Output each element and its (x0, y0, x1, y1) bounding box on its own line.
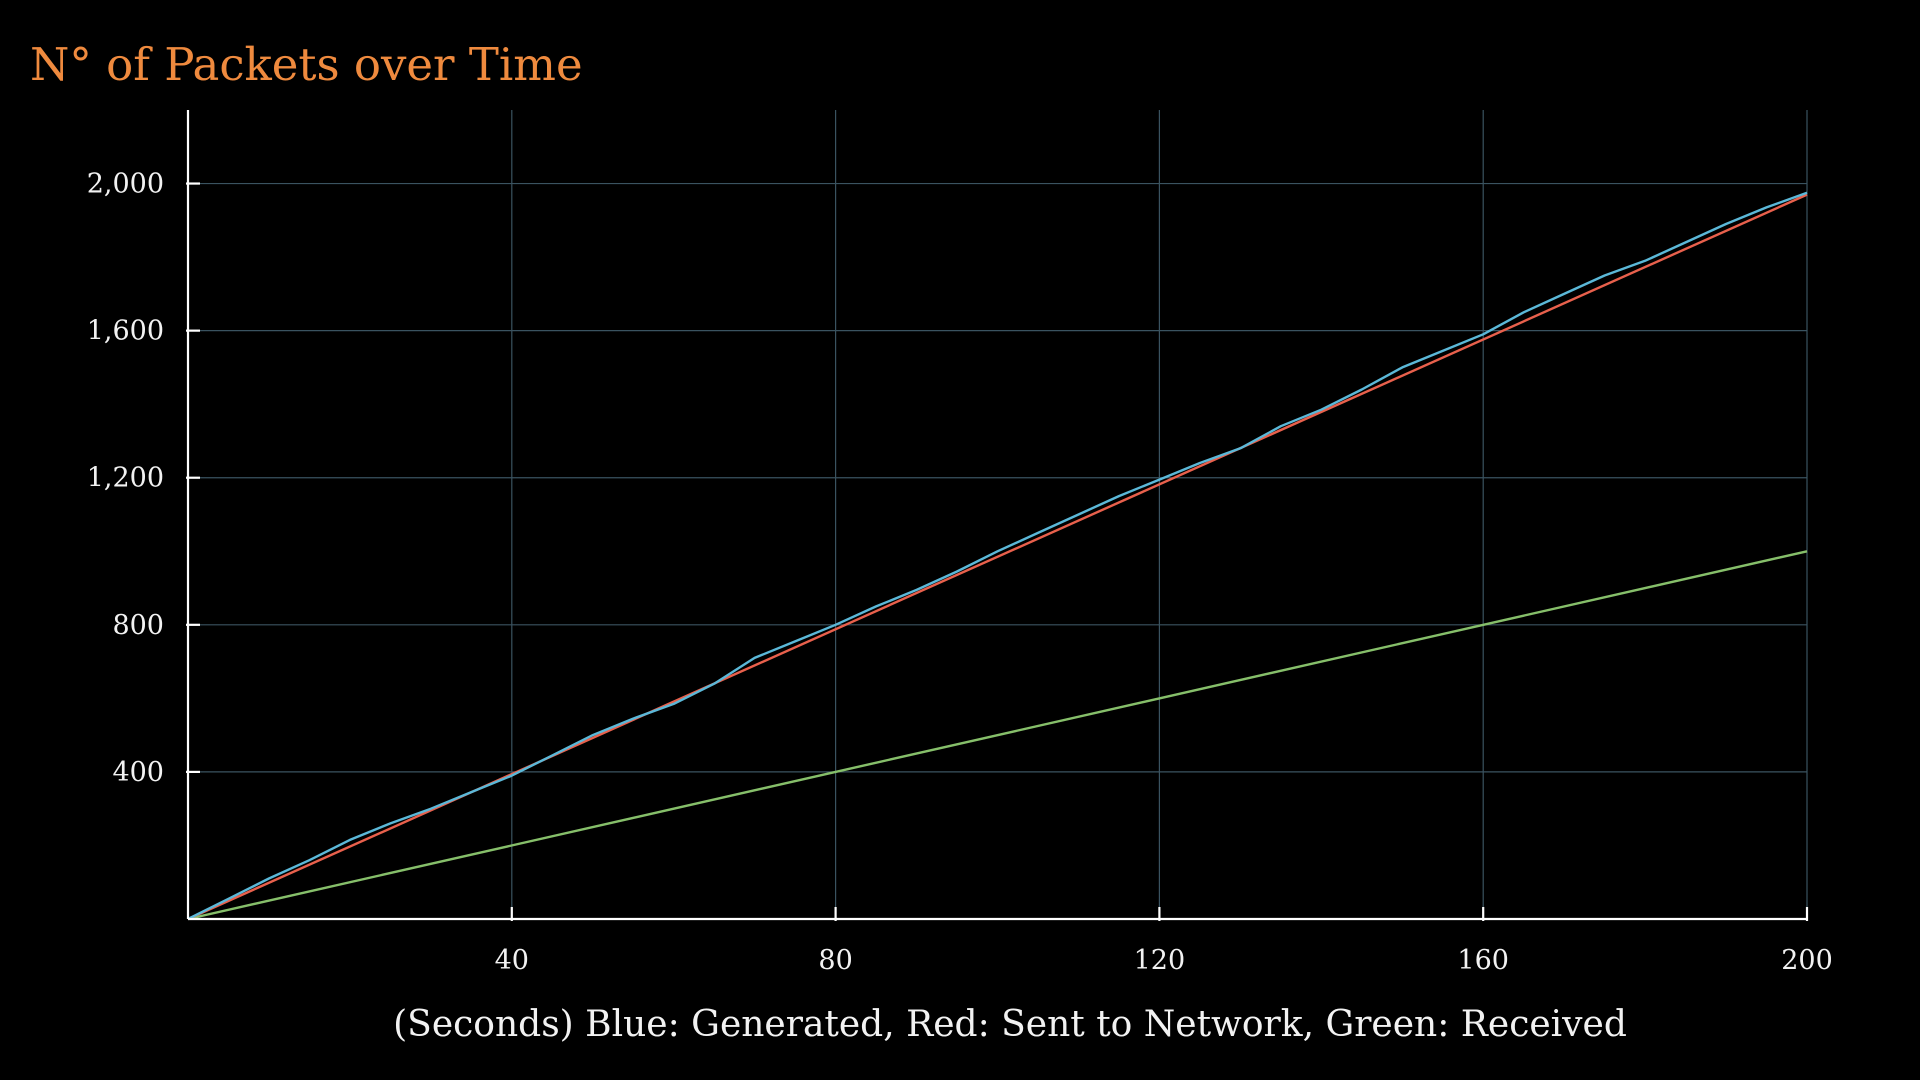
x-tick-label: 80 (818, 945, 852, 976)
tick-layer: 40 80 120 160 200 400 800 1,200 1,600 2,000 (87, 169, 1833, 976)
x-tick-label: 160 (1457, 945, 1509, 976)
y-tick-label: 1,200 (87, 463, 164, 494)
y-tick-label: 2,000 (87, 169, 164, 200)
series-line (187, 193, 1808, 921)
series-line (187, 191, 1808, 921)
y-tick-label: 400 (112, 757, 164, 788)
x-tick-label: 200 (1781, 945, 1833, 976)
x-axis-label: (Seconds) Blue: Generated, Red: Sent to … (393, 1004, 1627, 1045)
grid-layer (188, 110, 1808, 919)
x-tick-label: 40 (495, 945, 529, 976)
series-line (187, 550, 1808, 921)
y-tick-label: 800 (112, 610, 164, 641)
x-tick-label: 120 (1134, 945, 1186, 976)
chart-title: N° of Packets over Time (30, 38, 583, 91)
y-tick-label: 1,600 (87, 316, 164, 347)
series-layer (187, 191, 1808, 921)
axis-layer (186, 110, 1807, 921)
